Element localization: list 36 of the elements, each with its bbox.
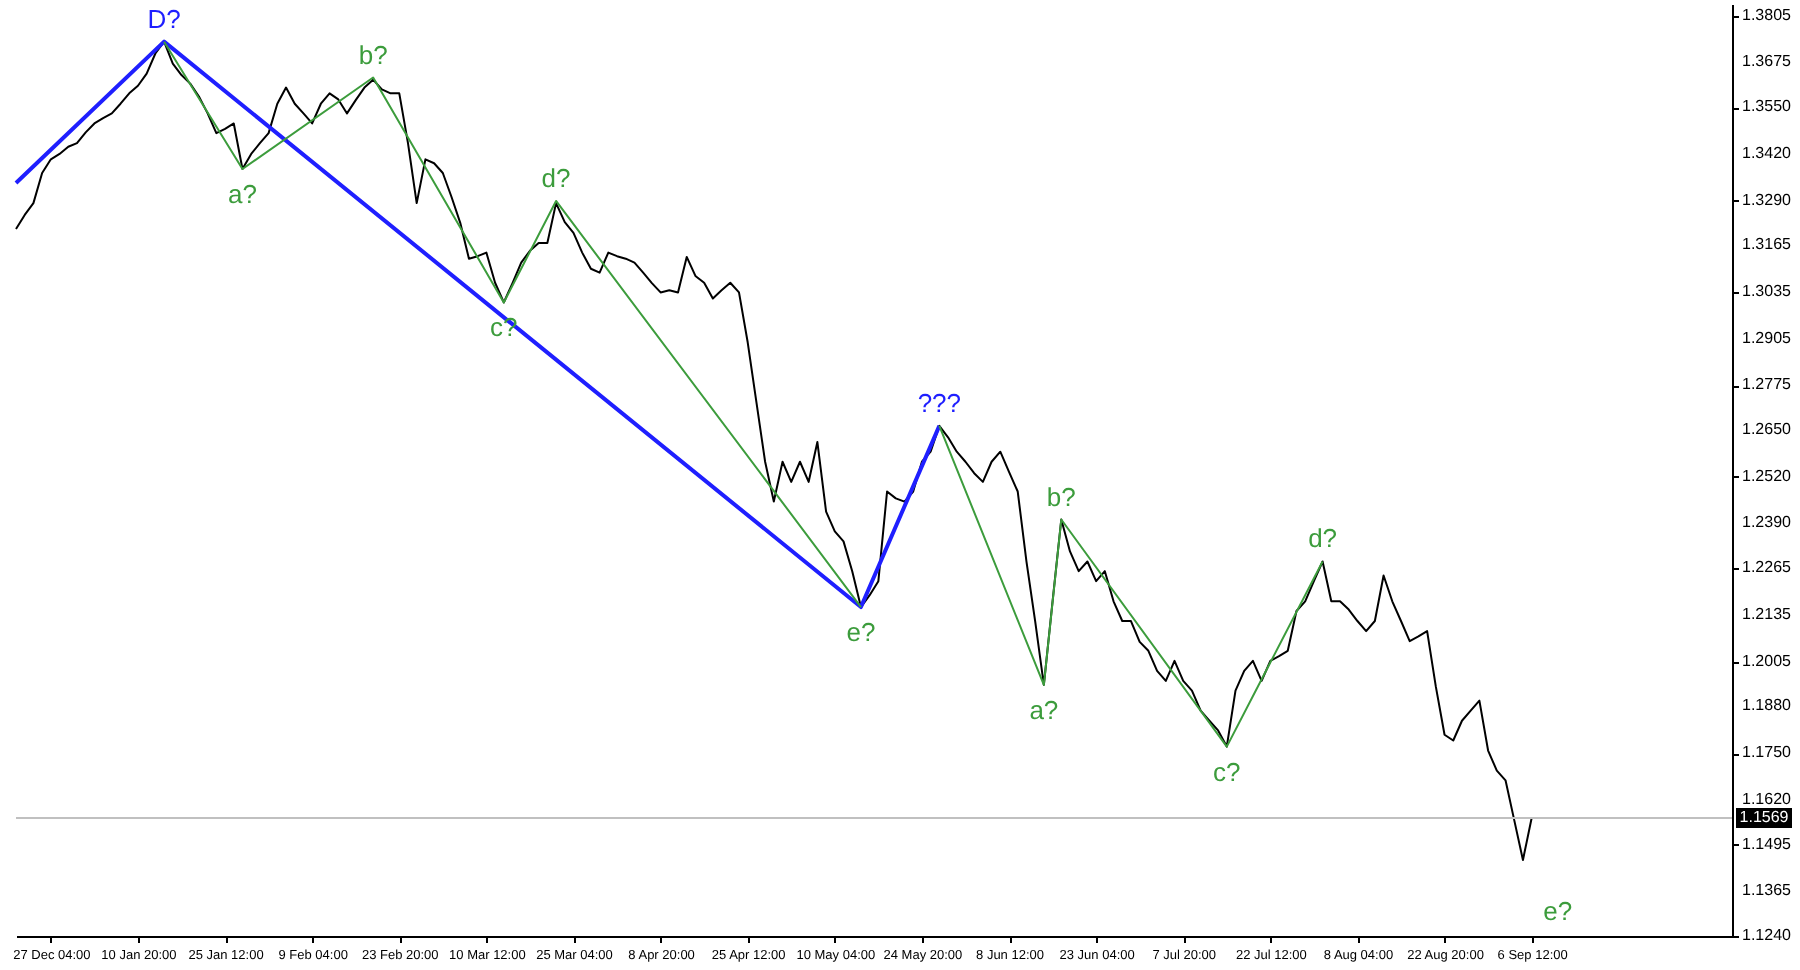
- annotation: a?: [228, 179, 257, 210]
- line-series: [15, 40, 1533, 861]
- y-tick-label: 1.1495: [1742, 834, 1793, 853]
- line-series: [163, 40, 862, 609]
- y-tick-label: 1.2265: [1742, 558, 1793, 577]
- annotation: e?: [1543, 896, 1573, 926]
- y-tick-label: 1.2520: [1742, 466, 1793, 485]
- annotation: d?: [541, 162, 571, 193]
- y-tick-label: 1.1750: [1742, 743, 1793, 762]
- y-tick-label: 1.1240: [1742, 926, 1793, 944]
- annotation: a?: [1029, 694, 1059, 725]
- y-tick-label: 1.3550: [1742, 97, 1793, 116]
- y-tick-label: 1.2905: [1742, 328, 1793, 347]
- y-tick-label: 1.3290: [1742, 190, 1793, 209]
- y-tick-label: 1.2650: [1742, 420, 1793, 439]
- annotation: b?: [358, 39, 388, 70]
- y-tick-label: 1.3165: [1742, 235, 1793, 254]
- annotation: b?: [1046, 481, 1076, 512]
- y-tick-label: 1.2390: [1742, 513, 1793, 532]
- y-tick-label: 1.2135: [1742, 604, 1793, 623]
- annotation: e?: [846, 617, 876, 648]
- y-tick-label: 1.3420: [1742, 143, 1793, 162]
- y-tick-label: 1.3675: [1742, 52, 1793, 71]
- annotation: c?: [490, 312, 518, 343]
- y-tick-label: 1.1880: [1742, 696, 1793, 715]
- y-tick-label: 1.3805: [1742, 5, 1793, 24]
- y-tick-label: 1.2775: [1742, 375, 1793, 394]
- y-tick-label: 1.2005: [1742, 651, 1793, 670]
- annotation: d?: [1308, 523, 1338, 554]
- annotation: c?: [1213, 756, 1241, 787]
- annotation: ???: [917, 387, 962, 418]
- y-tick-label: 1.1365: [1742, 881, 1793, 900]
- annotation: D?: [147, 3, 181, 34]
- y-tick-label: 1.3035: [1742, 282, 1793, 301]
- ref-line-label: 1.1569: [1739, 807, 1790, 826]
- y-tick-label: 1.1620: [1742, 789, 1793, 808]
